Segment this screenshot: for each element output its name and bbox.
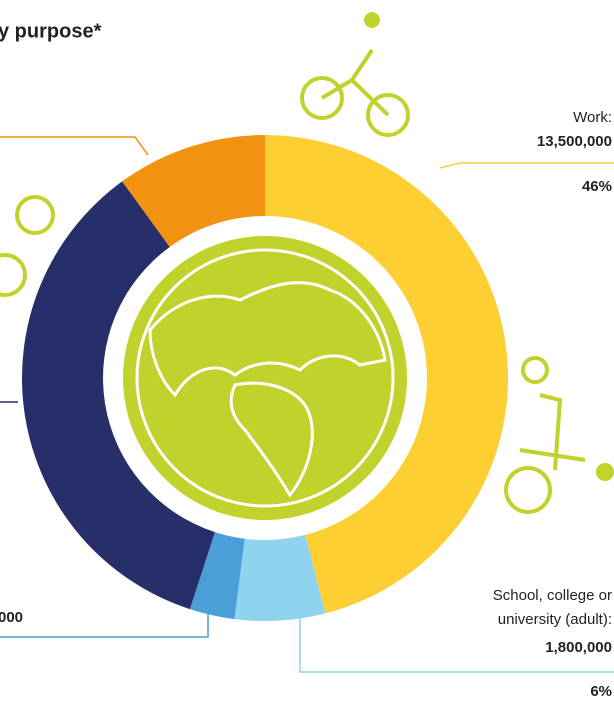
chart-title: y purpose*	[0, 20, 102, 42]
donut-segment	[22, 181, 215, 610]
amount-label: 1,800,000	[545, 639, 612, 656]
leader-line	[439, 162, 614, 169]
globe-rim	[135, 248, 395, 508]
value-label: 46%	[582, 178, 612, 195]
cyclist-icon	[504, 356, 586, 514]
cyclist-icon	[0, 195, 55, 297]
leader-line	[0, 136, 149, 156]
leader-line	[0, 612, 209, 638]
amount-label: 13,500,000	[537, 133, 612, 150]
icon-dot	[596, 463, 614, 481]
donut-segment	[265, 135, 508, 614]
donut	[22, 135, 508, 621]
annotation: 000	[0, 609, 23, 626]
cyclist-head	[364, 12, 380, 28]
continent-outline	[148, 281, 387, 398]
donut-segment	[234, 534, 326, 621]
value-label: 6%	[590, 683, 612, 700]
category-label: School, college or university (adult):	[492, 587, 612, 628]
continent-outline	[229, 381, 314, 498]
category-label-box: School, college or university (adult):	[492, 587, 612, 628]
leader-line	[299, 614, 614, 673]
donut-segment	[189, 532, 245, 620]
globe	[123, 236, 407, 520]
category-label: Work:	[573, 109, 612, 126]
donut-segment	[122, 135, 265, 247]
cyclist-icon	[300, 48, 410, 137]
